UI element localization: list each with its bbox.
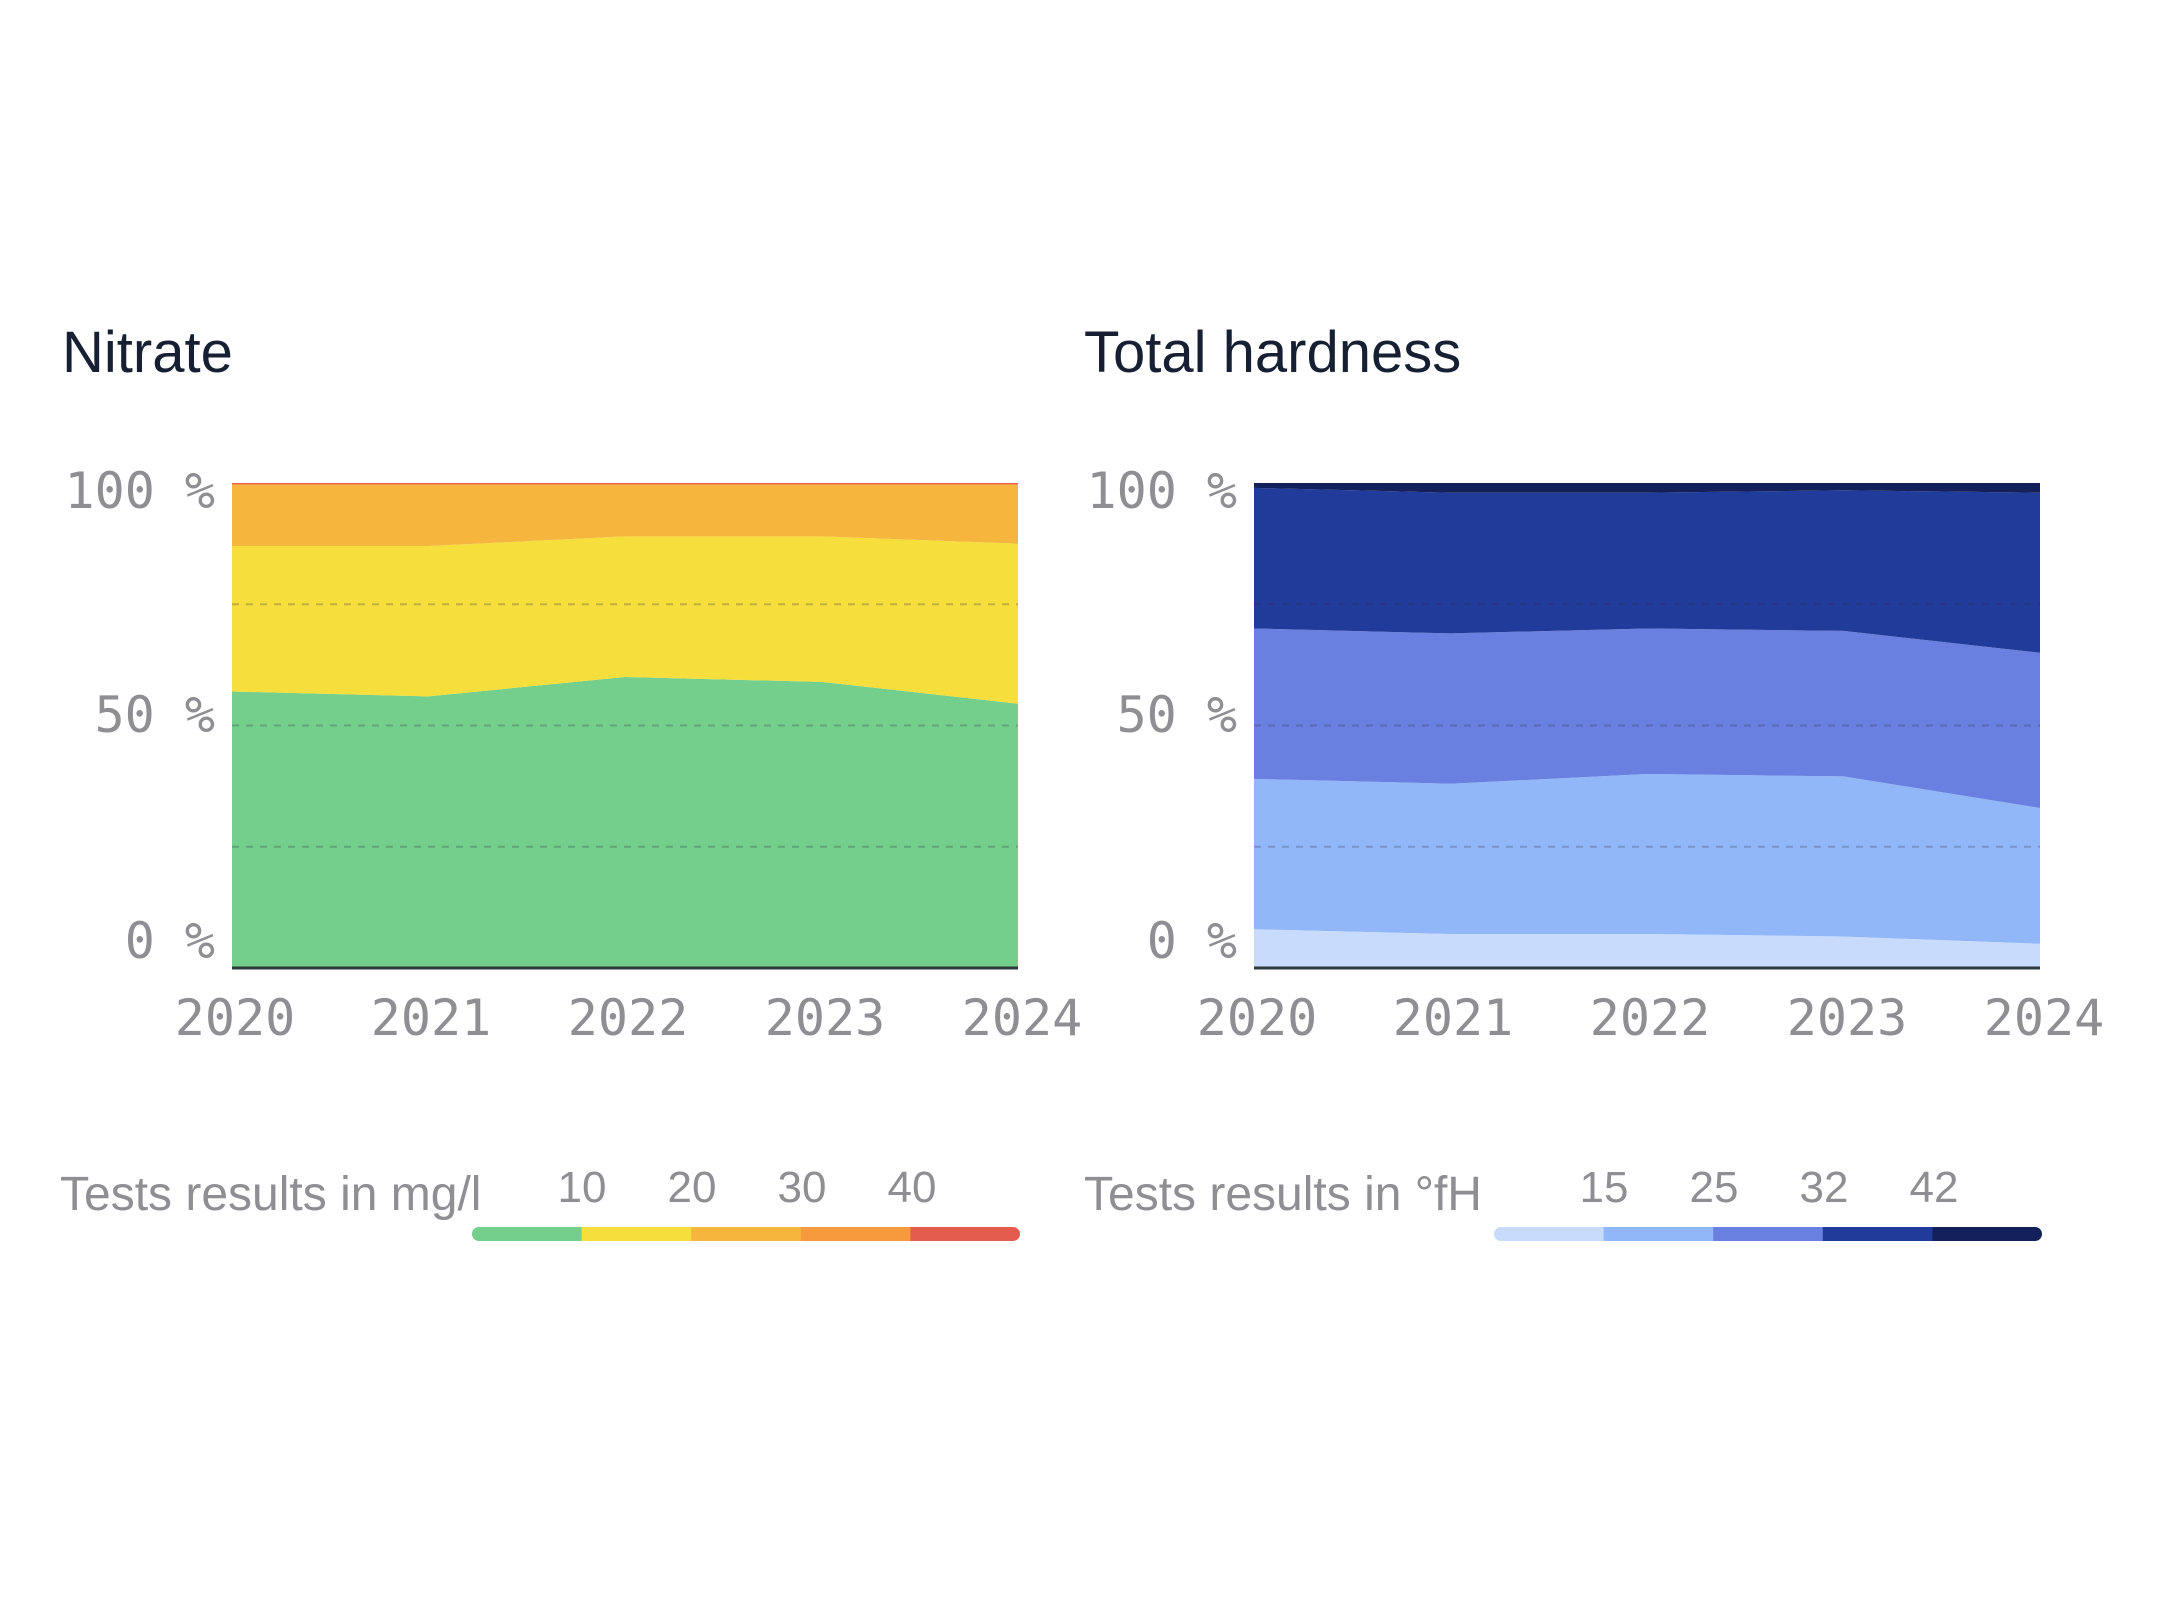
area-series-1 — [1254, 774, 2040, 944]
nitrate-x-tick: 2023 — [765, 989, 885, 1047]
hardness-legend-tick: 25 — [1690, 1163, 1739, 1212]
legend-swatch — [1932, 1227, 2042, 1241]
hardness-legend-tick: 15 — [1580, 1163, 1629, 1212]
hardness-legend-label: Tests results in °fH — [1084, 1168, 1482, 1221]
nitrate-legend-tick: 10 — [558, 1163, 607, 1212]
legend-swatch — [1822, 1227, 1933, 1241]
hardness-title: Total hardness — [1084, 320, 1461, 385]
area-series-0 — [1254, 929, 2040, 968]
nitrate-gridlines — [232, 603, 1018, 848]
hardness-x-tick: 2023 — [1787, 989, 1907, 1047]
area-series-4 — [232, 483, 1018, 484]
legend-swatch — [691, 1227, 802, 1241]
hardness-x-tick: 2020 — [1197, 989, 1317, 1047]
hardness-y-tick: 50 % — [1117, 686, 1237, 744]
hardness-x-tick: 2024 — [1984, 989, 2104, 1047]
legend-swatch — [581, 1227, 692, 1241]
area-series-2 — [1254, 628, 2040, 808]
hardness-y-tick: 0 % — [1147, 912, 1237, 970]
hardness-gridlines — [1254, 603, 2040, 848]
area-series-0 — [232, 677, 1018, 968]
nitrate-x-tick: 2022 — [568, 989, 688, 1047]
nitrate-areas — [232, 483, 1018, 968]
hardness-panel: Total hardness 100 % 50 % 0 % 2020 2021 … — [1084, 320, 2104, 1241]
legend-swatch — [1603, 1227, 1714, 1241]
hardness-legend-tick: 32 — [1800, 1163, 1849, 1212]
nitrate-legend-scale — [472, 1227, 1020, 1241]
legend-swatch — [1713, 1227, 1824, 1241]
nitrate-x-tick: 2020 — [175, 989, 295, 1047]
nitrate-legend-label: Tests results in mg/l — [60, 1168, 481, 1221]
legend-swatch — [472, 1227, 583, 1241]
nitrate-legend-tick: 20 — [668, 1163, 717, 1212]
nitrate-legend-tick: 30 — [778, 1163, 827, 1212]
hardness-legend-tick: 42 — [1910, 1163, 1959, 1212]
nitrate-panel: Nitrate 100 % 50 % 0 % 2020 2021 2022 20… — [60, 320, 1082, 1241]
legend-swatch — [1494, 1227, 1605, 1241]
nitrate-x-tick: 2021 — [371, 989, 491, 1047]
hardness-legend-scale — [1494, 1227, 2042, 1241]
nitrate-legend-tick: 40 — [888, 1163, 937, 1212]
nitrate-y-tick: 100 % — [64, 462, 215, 520]
legend-swatch — [800, 1227, 911, 1241]
nitrate-x-tick: 2024 — [962, 989, 1082, 1047]
area-series-1 — [232, 536, 1018, 704]
area-series-2 — [232, 485, 1018, 546]
nitrate-title: Nitrate — [62, 320, 233, 385]
area-series-4 — [1254, 483, 2040, 493]
hardness-x-tick: 2022 — [1590, 989, 1710, 1047]
nitrate-y-tick: 0 % — [125, 912, 215, 970]
hardness-areas — [1254, 483, 2040, 968]
legend-swatch — [910, 1227, 1020, 1241]
area-series-3 — [232, 484, 1018, 486]
hardness-y-tick: 100 % — [1086, 462, 1237, 520]
nitrate-y-tick: 50 % — [95, 686, 215, 744]
hardness-x-tick: 2021 — [1393, 989, 1513, 1047]
area-series-3 — [1254, 487, 2040, 653]
